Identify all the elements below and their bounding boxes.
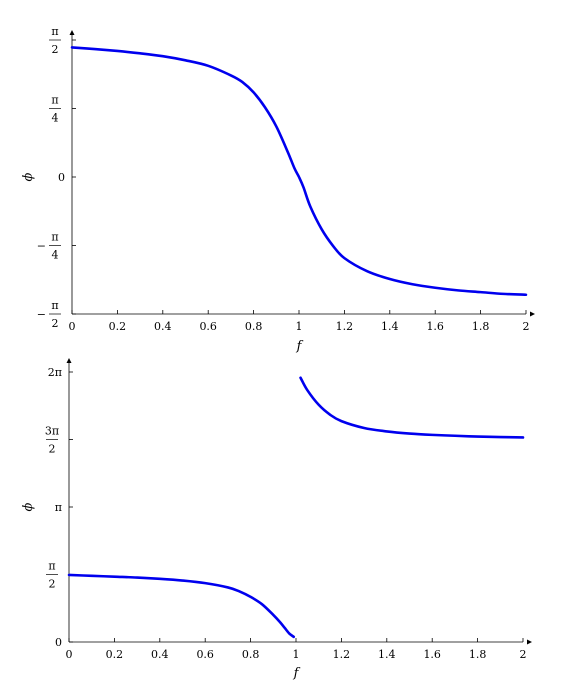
y-tick-label-sign: − [37,308,46,321]
x-tick-label: 1 [293,648,300,661]
x-tick-label: 1.8 [472,320,490,333]
x-tick-label: 0.8 [242,648,260,661]
y-tick-label-denominator: 4 [52,112,59,125]
y-tick-label-denominator: 2 [49,578,56,591]
y-axis-label: ϕ [21,172,36,181]
x-tick-label: 0 [66,648,73,661]
y-tick-label-numerator: π [51,94,58,107]
y-tick-label-numerator: π [48,560,55,573]
x-tick-label: 0.6 [196,648,214,661]
x-axis-arrow [527,639,532,645]
x-tick-label: 1.8 [469,648,487,661]
x-axis-arrow [530,311,535,317]
y-axis-label: ϕ [21,502,36,511]
x-tick-label: 0.8 [245,320,263,333]
y-tick-label-numerator: 3π [45,425,59,438]
x-tick-label: 0.2 [106,648,124,661]
y-tick-label-denominator: 2 [52,43,59,56]
x-tick-label: 1.4 [378,648,396,661]
y-tick-label: π [55,501,62,514]
series-line [299,376,525,439]
y-tick-label-denominator: 4 [52,249,59,262]
x-axis-label: f [296,339,304,354]
y-axis-arrow [66,358,72,363]
x-tick-label: 1.6 [423,648,441,661]
x-tick-label: 0 [69,320,76,333]
y-tick-label-numerator: π [51,299,58,312]
x-tick-label: 1.2 [333,648,351,661]
x-tick-label: 0.6 [199,320,217,333]
y-tick-label: 2π [48,366,62,379]
series-line [67,573,296,639]
x-tick-label: 1.2 [336,320,354,333]
x-tick-label: 1 [296,320,303,333]
x-tick-label: 0.4 [154,320,172,333]
x-tick-label: 2 [523,320,530,333]
y-axis-arrow [69,30,75,35]
series-line [70,46,528,297]
y-tick-label: 0 [58,171,65,184]
x-tick-label: 2 [520,648,527,661]
x-tick-label: 1.4 [381,320,399,333]
y-tick-label-denominator: 2 [49,443,56,456]
y-tick-label-numerator: π [51,231,58,244]
y-tick-label-numerator: π [51,25,58,38]
y-tick-label-sign: − [37,240,46,253]
x-tick-label: 0.2 [109,320,127,333]
y-tick-label-denominator: 2 [52,317,59,330]
x-tick-label: 1.6 [426,320,444,333]
y-tick-label: 0 [55,636,62,649]
x-axis-label: f [293,666,301,681]
x-tick-label: 0.4 [151,648,169,661]
